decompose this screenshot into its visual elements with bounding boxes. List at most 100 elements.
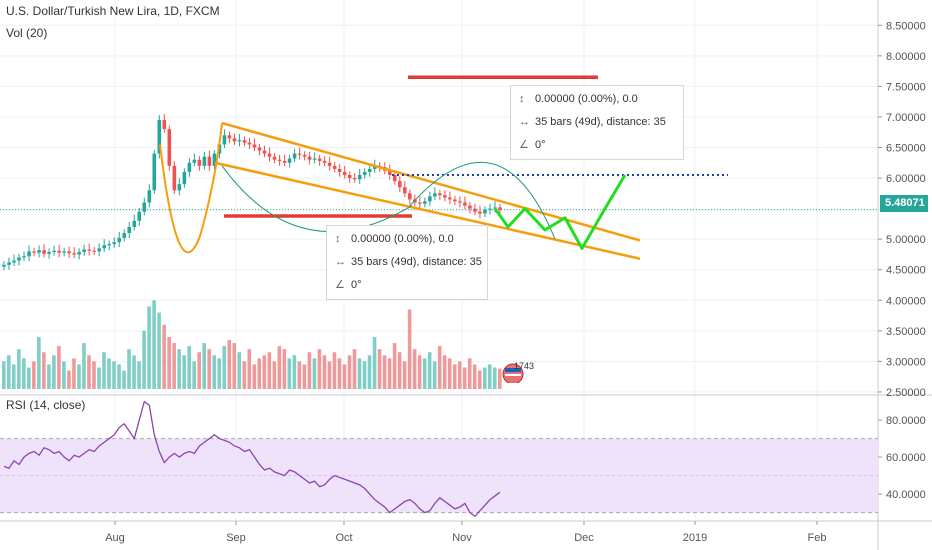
candle-body bbox=[62, 251, 66, 253]
volume-bar bbox=[42, 352, 46, 389]
volume-bar bbox=[287, 358, 292, 389]
volume-bar bbox=[307, 352, 312, 389]
volume-bar bbox=[322, 355, 327, 389]
volume-bar bbox=[87, 355, 91, 389]
volume-bar bbox=[257, 358, 262, 389]
candle-body bbox=[212, 153, 217, 166]
candle-body bbox=[152, 153, 157, 191]
volume-bar bbox=[67, 370, 71, 389]
candle-body bbox=[242, 140, 247, 143]
volume-bar bbox=[472, 364, 477, 389]
rsi-line bbox=[3, 400, 501, 518]
volume-bar bbox=[382, 355, 387, 389]
volume-bar bbox=[232, 343, 237, 389]
price-tick-label: 4.50000 bbox=[886, 265, 926, 277]
volume-bar bbox=[452, 364, 457, 389]
volume-bar bbox=[167, 336, 171, 389]
candle-body bbox=[22, 256, 26, 258]
measure-bars: 35 bars (49d), distance: 35 bbox=[351, 256, 482, 268]
volume-bar bbox=[337, 358, 342, 389]
volume-bar bbox=[237, 352, 242, 389]
projection-zigzag bbox=[493, 174, 627, 250]
candle-body bbox=[17, 257, 21, 261]
time-tick-label: Aug bbox=[105, 532, 125, 544]
candle-body bbox=[12, 260, 16, 263]
price-panel[interactable] bbox=[0, 113, 878, 271]
candle-body bbox=[362, 171, 367, 175]
measure-price-change: 0.00000 (0.00%), 0.0 bbox=[351, 233, 454, 245]
candle-body bbox=[397, 181, 402, 188]
candle-body bbox=[372, 165, 377, 169]
volume-bar bbox=[37, 336, 41, 389]
volume-bar bbox=[157, 312, 161, 389]
volume-bar bbox=[162, 324, 166, 389]
measure-info-box-top[interactable]: ↕ 0.00000 (0.00%), 0.0 ↔ 35 bars (49d), di… bbox=[510, 85, 684, 160]
candle-body bbox=[408, 193, 412, 200]
candle-body bbox=[197, 159, 202, 166]
candle-body bbox=[67, 251, 71, 254]
volume-bar bbox=[147, 306, 151, 389]
price-tick-label: 8.50000 bbox=[886, 20, 926, 32]
us-flag-icon[interactable]: 1743 bbox=[500, 361, 534, 385]
measure-info-box-bottom[interactable]: ↕ 0.00000 (0.00%), 0.0 ↔ 35 bars (49d), di… bbox=[326, 225, 488, 300]
candle-body bbox=[7, 262, 11, 265]
volume-bar bbox=[447, 358, 452, 389]
candle-body bbox=[47, 252, 51, 254]
volume-bar bbox=[357, 358, 362, 389]
candle-body bbox=[142, 202, 147, 212]
drawings-layer[interactable] bbox=[159, 75, 728, 260]
candle-body bbox=[172, 165, 177, 191]
volume-bar bbox=[202, 343, 207, 389]
candle-body bbox=[387, 170, 392, 175]
candle-body bbox=[347, 175, 352, 179]
volume-bar bbox=[467, 358, 472, 389]
volume-bar bbox=[82, 343, 86, 389]
candle-body bbox=[92, 250, 96, 252]
volume-bar bbox=[347, 355, 352, 389]
volume-bar bbox=[32, 361, 36, 389]
price-tick-label: 6.00000 bbox=[886, 173, 926, 185]
candle-body bbox=[147, 190, 152, 203]
candle-body bbox=[302, 154, 307, 157]
candle-body bbox=[162, 120, 167, 130]
candle-body bbox=[122, 233, 127, 238]
price-tick-label: 3.50000 bbox=[886, 326, 926, 338]
price-tick-label: 7.50000 bbox=[886, 81, 926, 93]
volume-badge-text: 1743 bbox=[514, 361, 535, 371]
time-tick-label: 2019 bbox=[683, 532, 707, 544]
volume-bar bbox=[97, 367, 101, 389]
candle-body bbox=[488, 208, 492, 210]
range-icon: ↕ bbox=[519, 93, 525, 105]
candle-body bbox=[433, 193, 437, 197]
volume-bar bbox=[117, 364, 121, 389]
candle-body bbox=[493, 207, 497, 209]
volume-bar bbox=[327, 361, 332, 389]
candle-body bbox=[232, 138, 237, 142]
volume-bar bbox=[342, 364, 347, 389]
volume-bar bbox=[412, 349, 417, 389]
candle-body bbox=[87, 249, 91, 251]
rsi-panel[interactable] bbox=[0, 400, 878, 518]
volume-bar bbox=[77, 364, 81, 389]
candle-body bbox=[112, 242, 117, 245]
angle-icon: ∠ bbox=[335, 279, 345, 291]
volume-bar bbox=[437, 346, 442, 389]
volume-bar bbox=[127, 349, 131, 389]
price-tick-label: 4.00000 bbox=[886, 295, 926, 307]
volume-bar bbox=[402, 361, 407, 389]
volume-bar bbox=[432, 361, 437, 389]
candle-body bbox=[352, 178, 357, 180]
candle-body bbox=[367, 168, 372, 172]
measure-bars: 35 bars (49d), distance: 35 bbox=[535, 116, 666, 128]
volume-bar bbox=[137, 361, 141, 389]
candle-body bbox=[207, 156, 212, 166]
candle-body bbox=[77, 252, 81, 255]
volume-bar bbox=[12, 364, 16, 389]
volume-bar bbox=[277, 346, 282, 389]
price-tick-label: 2.50000 bbox=[886, 387, 926, 399]
volume-bar bbox=[377, 349, 382, 389]
volume-bar bbox=[407, 309, 412, 389]
volume-panel[interactable] bbox=[2, 300, 502, 389]
price-tick-label: 6.50000 bbox=[886, 143, 926, 155]
